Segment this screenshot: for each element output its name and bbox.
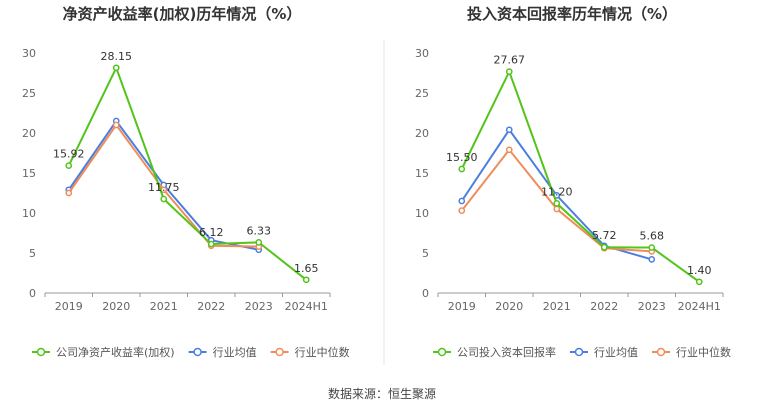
legend-label: 行业均值 (213, 346, 257, 359)
y-tick-label: 20 (22, 127, 36, 140)
y-tick-label: 10 (415, 207, 429, 220)
data-point (505, 126, 513, 134)
data-point (255, 239, 263, 246)
x-tick-label: 2024H1 (678, 300, 721, 313)
legend-swatch-marker (193, 347, 202, 357)
data-label: 11.75 (148, 181, 180, 194)
x-tick-label: 2022 (590, 300, 618, 313)
y-tick-label: 25 (415, 87, 429, 100)
data-point (207, 240, 215, 248)
x-tick-label: 2023 (245, 300, 273, 313)
data-label: 1.65 (294, 262, 319, 275)
data-label: 28.15 (101, 50, 133, 63)
y-tick-label: 15 (22, 167, 36, 180)
x-tick-label: 2022 (197, 300, 225, 313)
legend-item[interactable]: 行业中位数 (652, 345, 731, 359)
y-tick-label: 5 (422, 247, 429, 260)
legend-swatch-marker (275, 347, 284, 357)
data-label: 11.20 (541, 185, 573, 198)
x-tick-label: 2023 (638, 300, 666, 313)
y-tick-label: 10 (22, 207, 36, 220)
data-point (112, 64, 120, 72)
legend-label: 行业均值 (594, 346, 638, 359)
y-tick-label: 30 (22, 47, 36, 60)
legend-label: 行业中位数 (676, 345, 731, 359)
data-label: 5.68 (640, 230, 665, 243)
data-point (458, 197, 466, 205)
data-source-note: 数据来源：恒生聚源 (328, 386, 436, 401)
data-label: 5.72 (592, 229, 617, 242)
data-label: 6.33 (247, 224, 272, 237)
data-point (648, 244, 656, 251)
legend-swatch-marker (656, 347, 666, 357)
y-tick-label: 0 (422, 287, 429, 300)
x-tick-label: 2020 (495, 300, 523, 313)
legend-swatch-marker (574, 347, 584, 357)
x-tick-label: 2019 (448, 300, 476, 313)
data-point (648, 256, 656, 263)
chart-title: 投入资本回报率历年情况（%） (467, 5, 677, 23)
y-tick-label: 20 (415, 127, 429, 140)
series-line (460, 69, 700, 283)
data-point (302, 276, 310, 284)
legend-item[interactable]: 行业均值 (570, 346, 638, 359)
x-tick-label: 2024H1 (285, 300, 328, 313)
legend-item[interactable]: 行业均值 (188, 346, 257, 359)
data-label: 27.67 (494, 54, 526, 67)
data-label: 1.40 (687, 264, 712, 277)
x-tick-label: 2021 (150, 300, 178, 313)
data-point (695, 278, 703, 286)
data-point (65, 189, 73, 197)
legend-item[interactable]: 行业中位数 (270, 345, 350, 359)
legend-label: 公司投入资本回报率 (457, 345, 556, 359)
legend-swatch-marker (36, 347, 46, 357)
data-point (600, 243, 608, 251)
chart-roe: 净资产收益率(加权)历年情况（%） 0 5 10 15 20 25 30 2019 2020 202… (22, 5, 350, 359)
y-tick-label: 15 (415, 167, 429, 180)
data-point (458, 207, 466, 214)
data-point (553, 205, 561, 213)
legend-item[interactable]: 公司投入资本回报率 (433, 345, 556, 359)
legend-label: 行业中位数 (295, 345, 350, 359)
data-point (505, 68, 513, 75)
x-tick-label: 2020 (102, 300, 130, 313)
y-tick-label: 5 (29, 247, 36, 260)
data-point (160, 195, 168, 203)
legend-swatch-marker (437, 347, 447, 357)
data-point (112, 121, 120, 129)
data-label: 6.12 (199, 226, 224, 239)
data-point (505, 146, 513, 154)
chart-roic: 投入资本回报率历年情况（%） 0 5 10 15 20 25 30 2019 2020 2021 20… (415, 5, 731, 359)
data-point (65, 162, 73, 169)
data-point (458, 165, 466, 173)
legend-label: 公司净资产收益率(加权) (56, 345, 175, 359)
data-point (553, 200, 561, 207)
legend-item[interactable]: 公司净资产收益率(加权) (32, 345, 175, 359)
x-tick-label: 2021 (543, 300, 571, 313)
x-tick-label: 2019 (55, 300, 83, 313)
y-tick-label: 0 (29, 287, 36, 300)
data-label: 15.92 (53, 148, 85, 161)
y-tick-label: 25 (22, 87, 36, 100)
data-label: 15.50 (446, 151, 478, 164)
chart-title: 净资产收益率(加权)历年情况（%） (63, 5, 302, 23)
series-line (67, 65, 307, 281)
y-tick-label: 30 (415, 47, 429, 60)
